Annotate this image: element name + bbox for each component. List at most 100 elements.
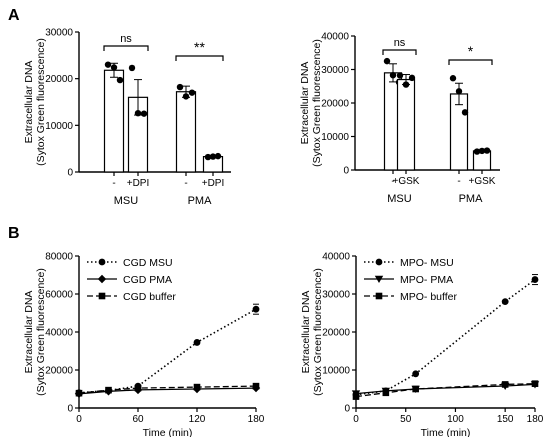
- chart-a1-group-label: PMA: [188, 195, 213, 207]
- chart-b1-legend-label: CGD buffer: [123, 291, 176, 303]
- chart-a1-sig-bracket: [175, 55, 224, 61]
- chart-b2-series-line: [355, 383, 536, 398]
- chart-a1-y-tick-label: 20000: [45, 74, 73, 85]
- chart-b1-y-label: Extracellular DNA: [23, 291, 35, 374]
- panel-label-a: A: [8, 7, 20, 24]
- chart-b2-series-marker: [352, 393, 360, 400]
- chart-a1-sig-label: **: [194, 39, 205, 55]
- chart-b2-x-tick-label: 50: [400, 414, 412, 425]
- chart-a2-point: [483, 147, 491, 154]
- chart-b1-series-marker: [75, 389, 83, 397]
- chart-b1-series-marker: [193, 383, 201, 391]
- chart-a2-x-tick-label: +GSK: [393, 176, 420, 187]
- chart-a1-x-tick-label: +DPI: [127, 178, 150, 189]
- chart-b2-series-marker: [382, 389, 390, 397]
- chart-a2-point: [389, 71, 397, 79]
- chart-b1-y-label-2: (Sytox Green fluorescence): [35, 268, 47, 396]
- chart-a2-y-tick-label: 10000: [321, 132, 349, 143]
- chart-a2-point: [396, 72, 404, 79]
- chart-a2-point: [383, 57, 391, 65]
- chart-b1-series-marker: [252, 305, 260, 313]
- chart-a1-point: [214, 152, 222, 160]
- chart-a2-y-tick-label: 0: [343, 166, 349, 177]
- chart-b2-legend-marker: [375, 292, 383, 300]
- chart-a-dpi: 0 10000 20000 30000 Extracellular DNA (Sytox …: [23, 28, 231, 207]
- chart-a1-bar: [175, 91, 197, 173]
- chart-b2-x-tick-label: 180: [527, 414, 544, 425]
- chart-b2-y-tick-label: 10000: [322, 366, 350, 377]
- chart-b2-series-marker: [501, 381, 509, 388]
- chart-b1-legend-label: CGD MSU: [123, 257, 173, 269]
- chart-a1-point: [188, 89, 196, 96]
- chart-b1-legend-marker: [98, 258, 106, 266]
- chart-a1-point: [104, 61, 112, 68]
- chart-b2-y-tick-label: 40000: [322, 252, 350, 263]
- chart-a1-point: [128, 64, 136, 72]
- chart-a1-x-tick-label: +DPI: [202, 178, 225, 189]
- chart-b1-x-tick-label: 120: [189, 414, 206, 425]
- chart-a2-point: [478, 147, 486, 155]
- chart-a1-point: [176, 83, 184, 91]
- chart-b2-y-tick-label: 20000: [322, 328, 350, 339]
- chart-a1-point: [204, 153, 212, 161]
- chart-a2-y-label-2: (Sytox Green fluorescence): [311, 39, 323, 167]
- chart-a1-x-tick-label: -: [184, 178, 187, 189]
- chart-a2-sig-bracket: [448, 59, 493, 65]
- chart-b2-series-marker: [531, 276, 539, 283]
- chart-b2-y-label-2: (Sytox Green fluorescence): [312, 268, 324, 396]
- chart-b2-legend-marker: [374, 275, 384, 283]
- chart-a1-point: [116, 76, 124, 84]
- chart-b2-legend-label: MPO- buffer: [400, 291, 457, 303]
- chart-a2-bar: [396, 78, 416, 171]
- chart-b2-legend-label: MPO- MSU: [400, 257, 454, 269]
- chart-b2-series-marker: [412, 370, 420, 378]
- chart-b2-x-tick-label: 150: [497, 414, 514, 425]
- chart-b2-series-marker: [501, 298, 509, 305]
- panel-label-b: B: [8, 225, 20, 242]
- chart-b2-legend-label: MPO- PMA: [400, 274, 453, 286]
- chart-b1-y-tick-label: 0: [67, 404, 73, 415]
- chart-b1-y-tick-label: 20000: [45, 366, 73, 377]
- chart-b2-x-label: Time (min): [421, 427, 471, 437]
- chart-a1-y-tick-label: 30000: [45, 28, 73, 39]
- chart-b1-y-tick-label: 60000: [45, 290, 73, 301]
- chart-b1-y-tick-label: 80000: [45, 252, 73, 263]
- chart-a1-y-tick-label: 0: [67, 168, 73, 179]
- chart-a-gsk: 0 10000 20000 30000 40000 Extracellular DNA (S…: [299, 32, 500, 205]
- chart-b1-y-tick-label: 40000: [45, 328, 73, 339]
- chart-a2-y-tick-label: 30000: [321, 65, 349, 76]
- chart-b2-series-marker: [531, 380, 539, 387]
- chart-b2-y-tick-label: 0: [344, 404, 350, 415]
- chart-a2-y-label: Extracellular DNA: [299, 62, 311, 145]
- chart-a2-point: [455, 88, 463, 95]
- chart-a2-sig-bracket: [382, 49, 417, 55]
- chart-b2-x-tick-label: 0: [353, 414, 359, 425]
- chart-a1-y-tick-label: 10000: [45, 121, 73, 132]
- chart-a2-point: [473, 148, 481, 155]
- chart-a2-y-tick-label: 40000: [321, 32, 349, 43]
- chart-b2-y-tick-label: 30000: [322, 290, 350, 301]
- chart-b-mpo: 0 10000 20000 30000 40000 Extracellular DNA (S…: [300, 252, 544, 437]
- chart-a2-group-label: MSU: [387, 193, 412, 205]
- chart-b-cgd: 0 20000 40000 60000 80000 Extracellular DNA (S…: [23, 252, 265, 437]
- chart-a1-point: [140, 110, 148, 117]
- chart-a1-bar: [103, 69, 125, 173]
- chart-b1-x-tick-label: 180: [248, 414, 265, 425]
- chart-a2-y-tick-label: 20000: [321, 99, 349, 110]
- chart-b1-x-tick-label: 0: [76, 414, 82, 425]
- chart-a1-group-label: MSU: [114, 195, 139, 207]
- chart-b2-legend-marker: [375, 258, 383, 266]
- chart-a1-point: [110, 64, 118, 71]
- chart-a2-x-tick-label: -: [457, 176, 460, 187]
- chart-a1-x-tick-label: -: [112, 178, 115, 189]
- chart-a2-bar: [449, 93, 469, 171]
- chart-a2-point: [461, 109, 469, 116]
- chart-b1-x-tick-label: 60: [132, 414, 144, 425]
- chart-a2-point: [408, 74, 416, 82]
- chart-b2-y-label: Extracellular DNA: [300, 291, 312, 374]
- chart-a2-group-label: PMA: [459, 193, 484, 205]
- chart-a2-x-tick-label: -: [391, 176, 394, 187]
- chart-b1-series-marker: [105, 386, 112, 394]
- chart-a1-sig-label: ns: [120, 33, 132, 45]
